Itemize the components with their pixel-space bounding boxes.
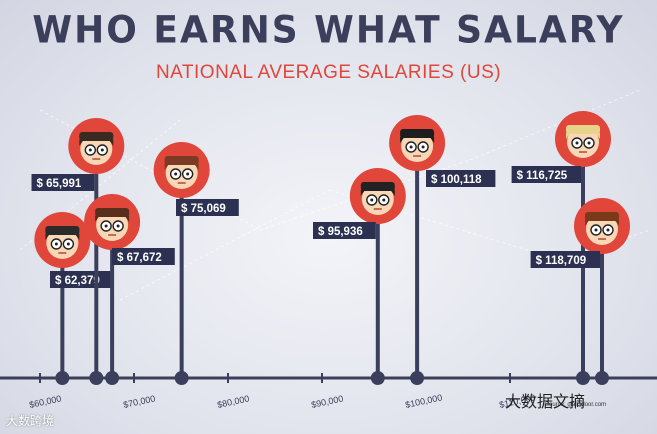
value-label: $ 65,991	[37, 178, 82, 190]
avatar-icon	[555, 111, 611, 167]
value-label: $ 95,936	[318, 226, 363, 238]
value-label-box	[511, 166, 581, 183]
watermark-left: 大数跨境	[6, 414, 55, 428]
x-tick-label: $90,000	[310, 393, 344, 410]
marker-dot	[576, 371, 590, 385]
chart-subtitle: NATIONAL AVERAGE SALARIES (US)	[155, 62, 502, 83]
avatar-icon	[153, 142, 210, 198]
value-label: $ 118,709	[536, 255, 587, 267]
chart-title: WHO EARNS WHAT SALARY	[32, 8, 625, 53]
value-label: $ 75,069	[181, 203, 226, 215]
marker-dot	[55, 371, 70, 385]
avatar-icon	[574, 198, 630, 254]
value-label-box	[31, 174, 95, 191]
avatar-icon	[68, 118, 125, 174]
value-label-box	[530, 251, 600, 268]
value-label: $ 100,118	[431, 174, 482, 186]
salary-marker: $ 62,379	[34, 212, 113, 385]
value-label: $ 116,725	[517, 170, 568, 182]
watermark-right: 大数据文摘	[505, 394, 586, 411]
marker-dot	[174, 371, 189, 385]
marker-dot	[105, 371, 120, 385]
source-note: Source: glassdoor.com	[545, 402, 607, 408]
x-tick-label: $60,000	[28, 393, 62, 410]
avatar-icon	[389, 115, 446, 171]
x-tick-label: $100,000	[404, 392, 443, 410]
x-tick-label: $80,000	[216, 393, 250, 410]
salary-marker: $ 67,672	[84, 194, 175, 385]
salary-marker: $ 100,118	[389, 115, 496, 385]
avatar-icon	[34, 212, 91, 268]
marker-dot	[595, 371, 609, 385]
marker-dot	[89, 371, 104, 385]
marker-dot	[410, 371, 425, 385]
salary-marker: $ 118,709	[530, 198, 630, 385]
value-label: $ 62,379	[55, 275, 100, 287]
salary-marker: $ 95,936	[312, 168, 406, 385]
value-label-box	[176, 199, 239, 216]
avatar-icon	[349, 168, 406, 224]
salary-marker: $ 116,725	[511, 111, 611, 385]
value-label: $ 67,672	[117, 252, 162, 264]
value-label-box	[112, 248, 175, 265]
marker-dot	[370, 371, 385, 385]
value-label-box	[426, 170, 496, 187]
avatar-icon	[84, 194, 141, 250]
x-tick-label: $70,000	[122, 393, 156, 410]
salary-marker: $ 75,069	[153, 142, 239, 385]
value-label-box	[312, 222, 376, 239]
